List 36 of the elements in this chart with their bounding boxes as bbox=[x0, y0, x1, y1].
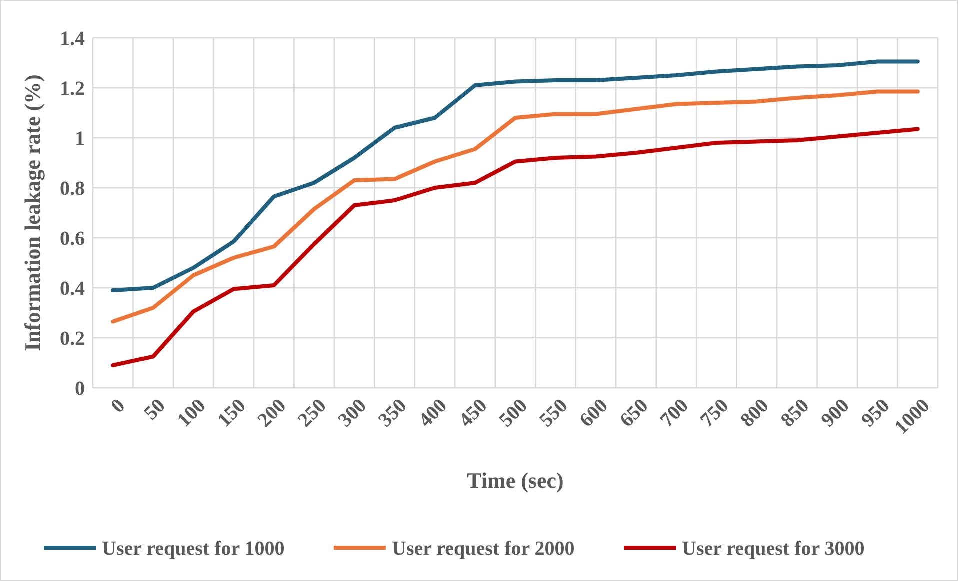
legend-label: User request for 3000 bbox=[682, 538, 865, 560]
line-series bbox=[111, 127, 920, 368]
x-axis-title: Time (sec) bbox=[467, 468, 564, 493]
line-series bbox=[111, 90, 920, 324]
x-tick-label: 50 bbox=[140, 394, 170, 425]
x-tick-label: 750 bbox=[696, 394, 734, 432]
y-tick-label: 1.2 bbox=[60, 78, 85, 100]
x-tick-label: 950 bbox=[857, 394, 894, 432]
x-tick-label: 600 bbox=[576, 394, 612, 432]
y-axis-title: Information leakage rate (%) bbox=[20, 74, 45, 352]
x-tick-label: 300 bbox=[334, 394, 372, 432]
y-tick-label: 1 bbox=[75, 128, 85, 150]
x-tick-label: 400 bbox=[414, 394, 452, 432]
line-series bbox=[111, 60, 920, 292]
y-tick-label: 0 bbox=[75, 378, 85, 400]
x-tick-label: 450 bbox=[454, 394, 492, 432]
y-tick-label: 0.8 bbox=[60, 178, 85, 200]
x-tick-label: 150 bbox=[214, 394, 250, 432]
y-tick-label: 0.4 bbox=[60, 278, 85, 300]
y-tick-label: 0.6 bbox=[60, 228, 85, 250]
x-tick-label: 500 bbox=[495, 394, 532, 432]
x-tick-label: 800 bbox=[736, 394, 774, 432]
legend-label: User request for 2000 bbox=[392, 538, 575, 560]
x-tick-label: 550 bbox=[535, 394, 572, 432]
y-tick-label: 0.2 bbox=[60, 328, 85, 350]
x-tick-label: 700 bbox=[656, 394, 693, 432]
x-tick-label: 0 bbox=[106, 394, 130, 418]
legend-label: User request for 1000 bbox=[102, 538, 285, 560]
x-tick-label: 350 bbox=[374, 394, 412, 432]
x-tick-label: 250 bbox=[294, 394, 331, 432]
x-tick-label: 100 bbox=[173, 394, 210, 432]
y-tick-label: 1.4 bbox=[60, 28, 85, 50]
x-tick-label: 200 bbox=[254, 394, 291, 432]
x-tick-label: 850 bbox=[776, 394, 814, 432]
x-tick-label: 650 bbox=[616, 394, 653, 432]
x-tick-label: 900 bbox=[817, 394, 854, 432]
